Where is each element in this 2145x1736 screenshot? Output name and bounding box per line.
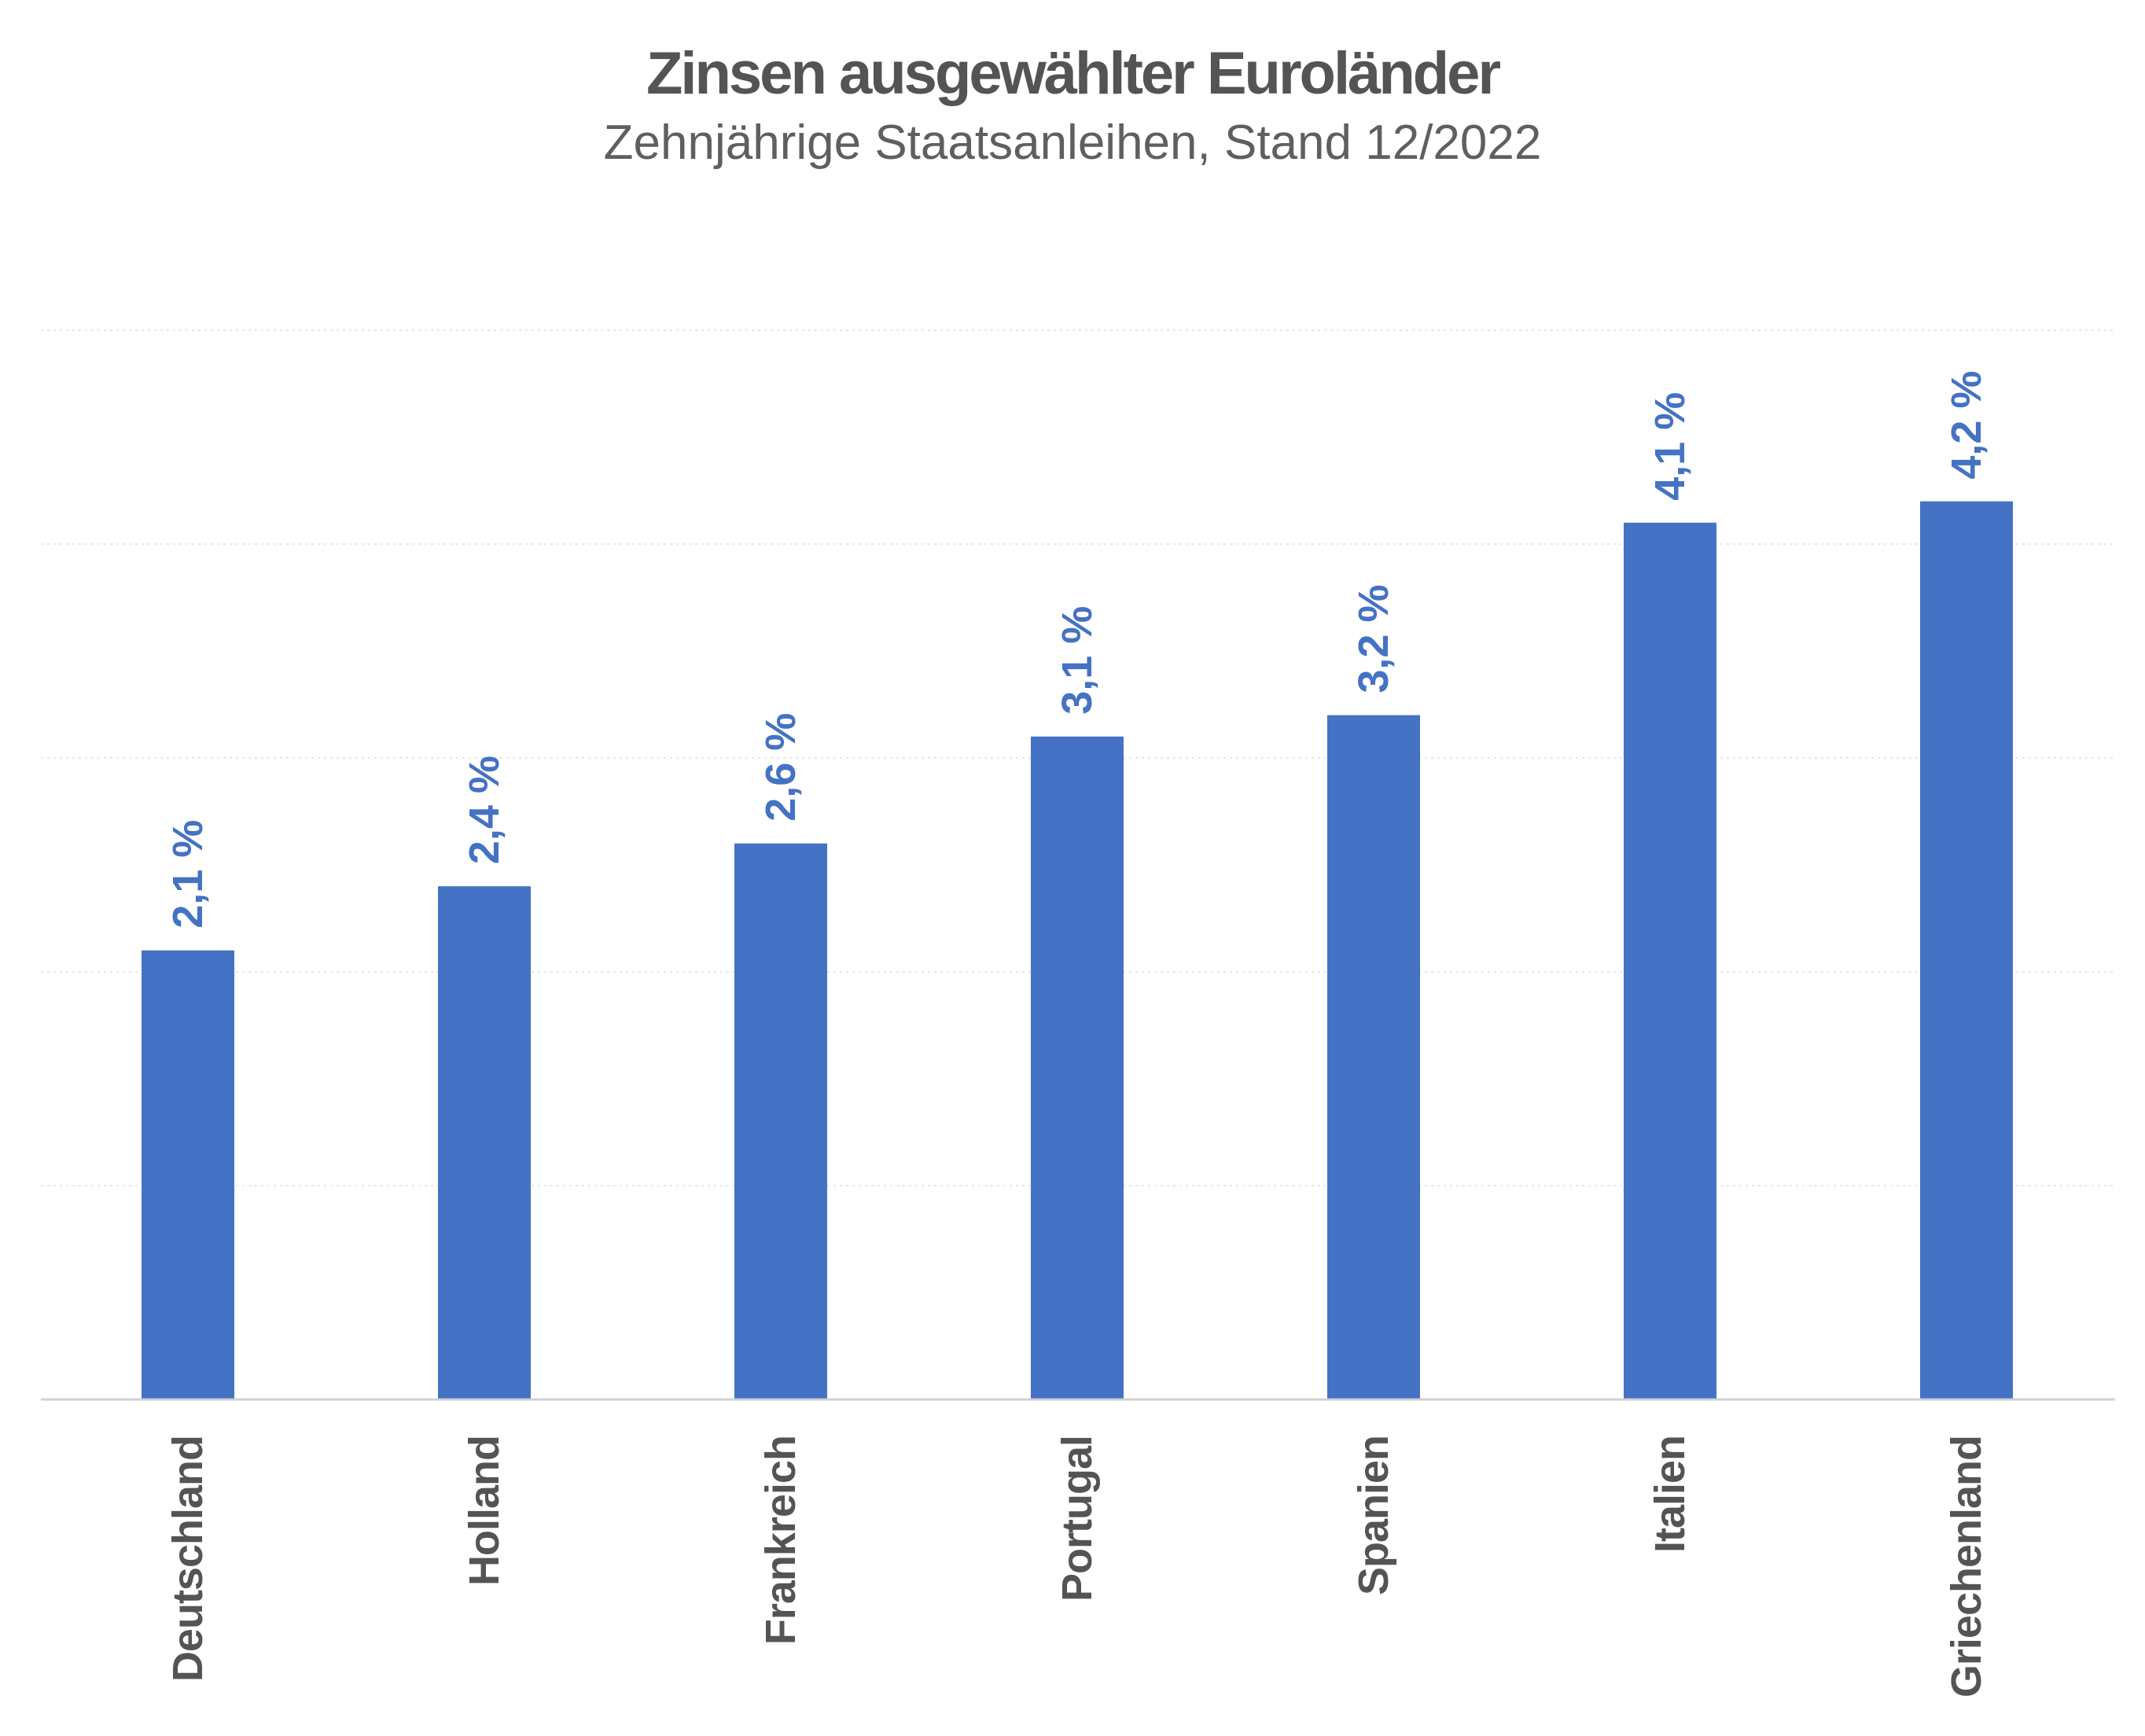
bar-griechenland <box>1920 501 2013 1399</box>
value-label-spanien: 3,2 % <box>1350 585 1397 693</box>
bar-holland <box>438 886 531 1399</box>
bars <box>142 501 2013 1399</box>
value-label-holland: 2,4 % <box>461 756 508 864</box>
value-label-deutschland: 2,1 % <box>164 820 212 929</box>
value-label-portugal: 3,1 % <box>1054 606 1101 715</box>
value-label-griechenland: 4,2 % <box>1943 371 1990 480</box>
category-labels: Deutschland Holland Frankreich Portugal Span… <box>164 1436 1990 1697</box>
value-label-italien: 4,1 % <box>1646 392 1694 501</box>
category-label-deutschland: Deutschland <box>164 1436 212 1682</box>
bar-portugal <box>1031 736 1124 1399</box>
category-label-portugal: Portugal <box>1054 1436 1101 1602</box>
category-label-griechenland: Griechenland <box>1943 1436 1990 1697</box>
chart-title: Zinsen ausgewählter Euroländer <box>646 40 1501 107</box>
category-label-italien: Italien <box>1646 1436 1694 1553</box>
value-labels: 2,1 % 2,4 % 2,6 % 3,1 % 3,2 % 4,1 % 4,2 % <box>164 371 1990 929</box>
chart-subtitle: Zehnjährige Staatsanleihen, Stand 12/202… <box>603 116 1542 170</box>
category-label-holland: Holland <box>461 1436 508 1586</box>
value-label-frankreich: 2,6 % <box>757 713 804 822</box>
bar-frankreich <box>734 843 827 1399</box>
bar-spanien <box>1327 715 1420 1399</box>
bar-deutschland <box>142 950 234 1399</box>
category-label-spanien: Spanien <box>1350 1436 1397 1595</box>
bar-italien <box>1624 522 1716 1399</box>
category-label-frankreich: Frankreich <box>757 1436 804 1645</box>
